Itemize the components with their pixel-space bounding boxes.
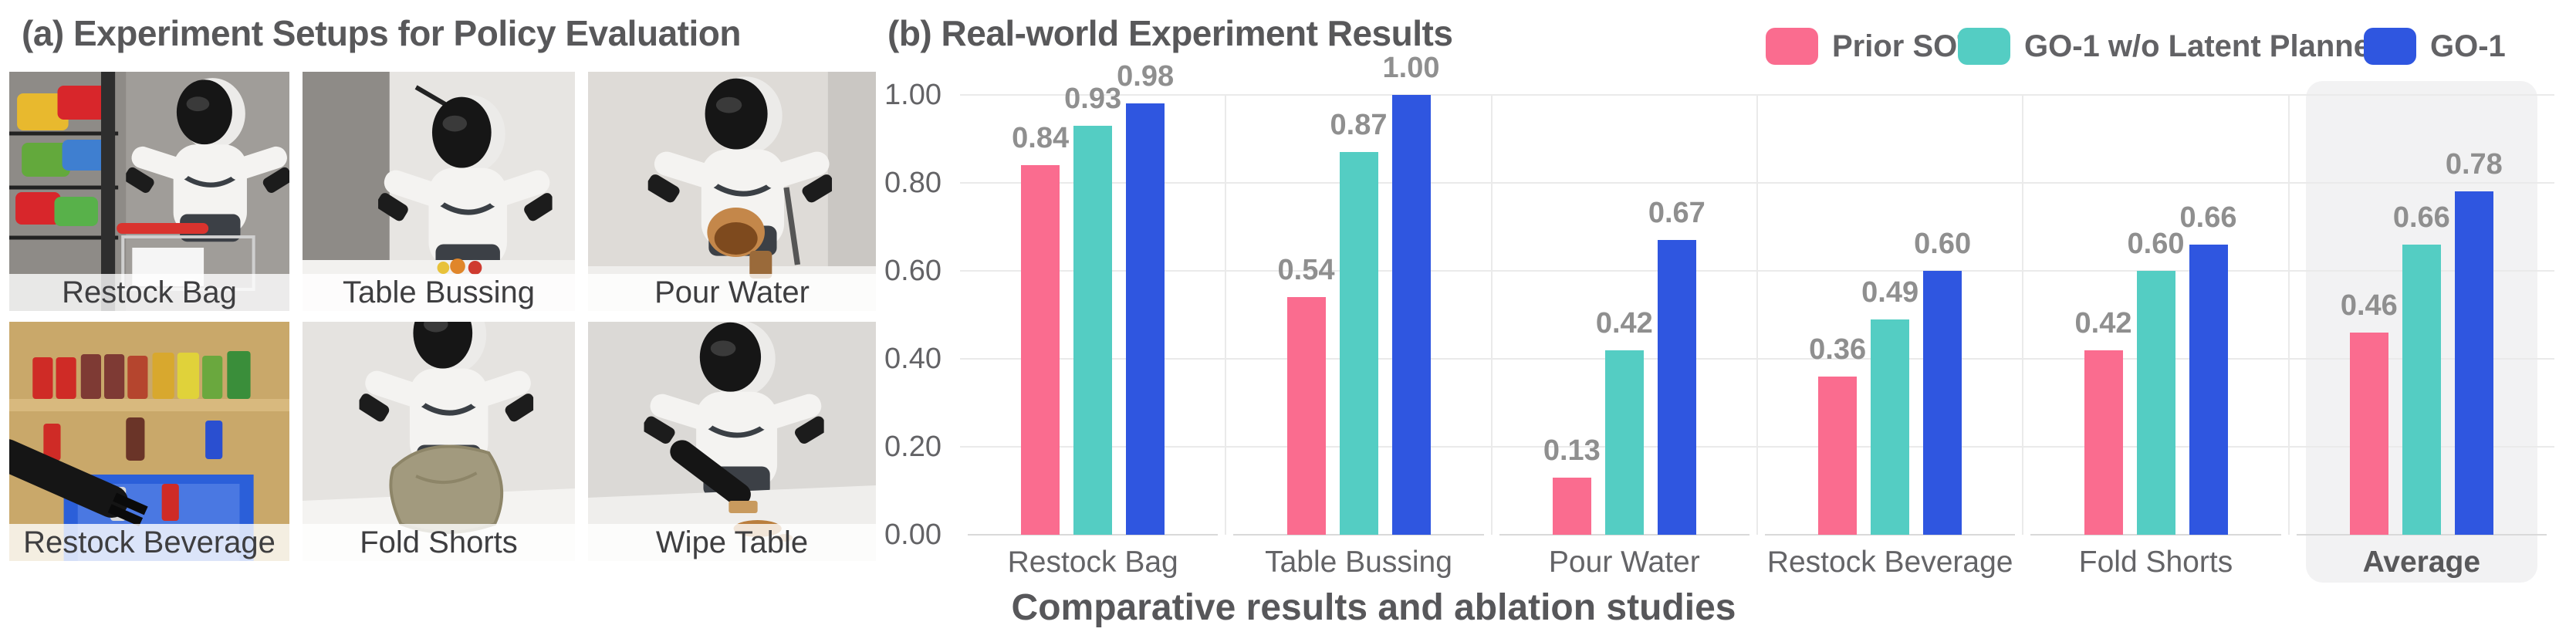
- photo-table-bussing: Table Bussing: [303, 72, 575, 311]
- photo-label-restock-beverage: Restock Beverage: [9, 524, 289, 561]
- section-separator: [1490, 95, 1493, 535]
- bar-value-label: 0.13: [1543, 434, 1601, 467]
- bar-go-1-table-bussing: [1391, 95, 1431, 535]
- category-label: Fold Shorts: [2078, 546, 2233, 579]
- y-axis: 0.00 0.20 0.40 0.60 0.80 1.00: [803, 79, 941, 550]
- panel-a-title: (a) Experiment Setups for Policy Evaluat…: [22, 13, 741, 53]
- photo-label-fold-shorts: Fold Shorts: [303, 524, 575, 561]
- bar-value-label: 0.36: [1809, 333, 1867, 366]
- x-axis-baseline: [1765, 534, 2016, 536]
- bar-go-1-w-o-latent-planner-fold-shorts: [2136, 271, 2175, 535]
- restock-beverage-photo-placeholder: [9, 322, 289, 561]
- fold-shorts-photo-placeholder: [303, 322, 575, 561]
- photo-label-wipe-table: Wipe Table: [588, 524, 876, 561]
- bar-go-1-restock-bag: [1126, 103, 1165, 535]
- bar-value-label: 0.67: [1648, 197, 1706, 230]
- y-tick-label: 0.80: [884, 167, 941, 199]
- bar-value-label: 0.42: [2074, 306, 2132, 340]
- section-separator: [1756, 95, 1758, 535]
- bar-value-label: 0.93: [1064, 82, 1122, 115]
- bar-prior-sota-table-bussing: [1286, 297, 1326, 535]
- bar-go-1-w-o-latent-planner-pour-water: [1604, 350, 1644, 535]
- legend-swatch-prior-sota: [1766, 28, 1818, 65]
- photo-label-table-bussing: Table Bussing: [303, 274, 575, 311]
- bar-value-label: 1.00: [1382, 52, 1440, 84]
- section-separator: [1225, 95, 1227, 535]
- table-bussing-photo-placeholder: [303, 72, 575, 311]
- bar-chart-plot-area: Restock Bag 0.84 0.93 0.98 Table Bussing 0.54…: [960, 52, 2554, 583]
- bar-value-label: 0.78: [2445, 148, 2503, 181]
- x-axis-baseline: [1233, 534, 1484, 536]
- section-separator: [2022, 95, 2024, 535]
- legend-item-go1-wo-latent-planner: GO-1 w/o Latent Planner: [1958, 23, 2383, 69]
- category-label: Average: [2362, 546, 2481, 579]
- bar-go-1-w-o-latent-planner-restock-bag: [1073, 125, 1113, 535]
- category-label: Restock Bag: [1007, 546, 1178, 579]
- panel-b-title: (b) Real-world Experiment Results: [887, 13, 1453, 53]
- photo-pour-water: Pour Water: [588, 72, 876, 311]
- x-axis-baseline: [2296, 534, 2547, 536]
- x-axis-baseline: [968, 534, 1219, 536]
- bar-value-label: 0.46: [2340, 289, 2398, 322]
- category-label: Restock Beverage: [1766, 546, 2013, 579]
- bar-value-label: 0.98: [1117, 60, 1175, 93]
- photo-label-pour-water: Pour Water: [588, 274, 876, 311]
- bar-go-1-w-o-latent-planner-restock-beverage: [1871, 319, 1910, 535]
- bar-prior-sota-restock-beverage: [1818, 376, 1858, 535]
- bar-prior-sota-pour-water: [1552, 477, 1591, 535]
- legend-swatch-go1-wo-latent-planner: [1958, 28, 2010, 65]
- legend-item-go1: GO-1: [2364, 23, 2506, 69]
- y-tick-label: 0.60: [884, 255, 941, 287]
- bar-value-label: 0.54: [1277, 254, 1335, 287]
- bar-go-1-w-o-latent-planner-average: [2402, 244, 2441, 535]
- bar-go-1-restock-beverage: [1923, 271, 1962, 535]
- x-axis-baseline: [1499, 534, 1749, 536]
- legend-swatch-go1: [2364, 28, 2416, 65]
- y-tick-label: 0.40: [884, 343, 941, 375]
- chart-caption: Comparative results and ablation studies: [1011, 587, 1736, 628]
- category-label: Pour Water: [1548, 546, 1700, 579]
- bar-value-label: 0.42: [1595, 306, 1653, 340]
- bar-value-label: 0.60: [2127, 228, 2185, 260]
- photo-wipe-table: Wipe Table: [588, 322, 876, 561]
- photo-label-restock-bag: Restock Bag: [9, 274, 289, 311]
- legend-label-go1: GO-1: [2430, 29, 2506, 63]
- section-separator: [2287, 95, 2290, 535]
- bar-go-1-w-o-latent-planner-table-bussing: [1339, 152, 1378, 535]
- bar-value-label: 0.66: [2392, 201, 2450, 234]
- bar-value-label: 0.66: [2179, 201, 2237, 234]
- y-tick-label: 0.20: [884, 431, 941, 463]
- x-axis-baseline: [2030, 534, 2281, 536]
- bar-go-1-fold-shorts: [2189, 244, 2228, 535]
- bar-prior-sota-average: [2349, 332, 2388, 535]
- restock-bag-photo-placeholder: [9, 72, 289, 311]
- bar-prior-sota-restock-bag: [1021, 165, 1060, 535]
- y-tick-label: 0.00: [884, 519, 941, 551]
- bar-value-label: 0.60: [1914, 228, 1972, 260]
- category-label: Table Bussing: [1265, 546, 1452, 579]
- legend-label-go1-wo-latent-planner: GO-1 w/o Latent Planner: [2024, 29, 2383, 63]
- y-tick-label: 1.00: [884, 79, 941, 111]
- photo-fold-shorts: Fold Shorts: [303, 322, 575, 561]
- pour-water-photo-placeholder: [588, 72, 876, 311]
- bar-value-label: 0.87: [1330, 109, 1388, 142]
- bar-value-label: 0.84: [1012, 122, 1070, 155]
- photo-restock-beverage: Restock Beverage: [9, 322, 289, 561]
- bar-go-1-pour-water: [1657, 240, 1696, 535]
- photo-restock-bag: Restock Bag: [9, 72, 289, 311]
- bar-prior-sota-fold-shorts: [2084, 350, 2123, 535]
- bar-go-1-average: [2454, 191, 2493, 535]
- bar-value-label: 0.49: [1861, 275, 1919, 309]
